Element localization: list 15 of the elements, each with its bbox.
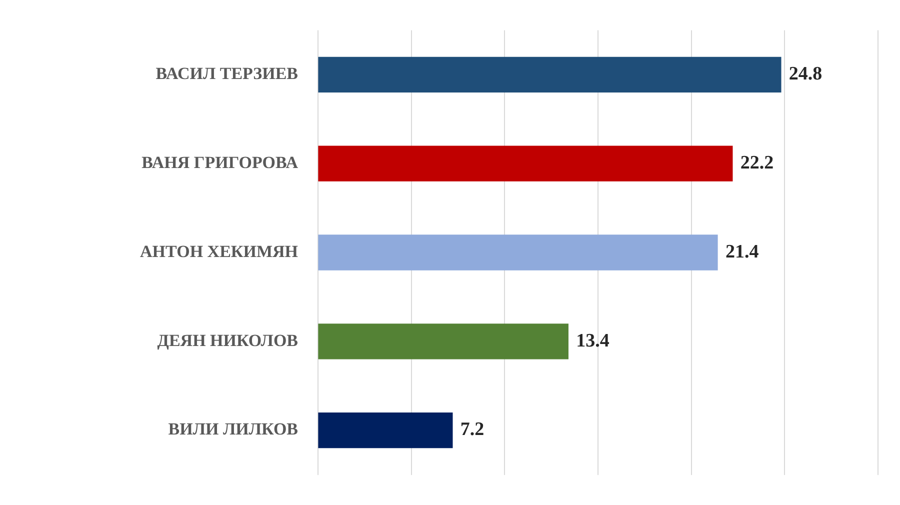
bar: [318, 324, 568, 360]
bar: [318, 146, 733, 182]
data-label: 7.2: [460, 419, 484, 440]
bar: [318, 56, 782, 92]
data-label: 24.8: [788, 64, 822, 85]
y-tick-label: ДЕЯН НИКОЛОВ: [157, 330, 298, 350]
data-label: 22.2: [740, 152, 774, 174]
y-tick-label: ВИЛИ ЛИЛКОВ: [168, 420, 298, 439]
bar: [318, 234, 718, 270]
bar: [318, 412, 453, 448]
y-tick-label: ВАНЯ ГРИГОРОВА: [142, 152, 299, 172]
data-label: 21.4: [725, 241, 760, 262]
y-tick-label: ВАСИЛ ТЕРЗИЕВ: [156, 64, 298, 84]
y-tick-label: АНТОН ХЕКИМЯН: [140, 242, 298, 261]
data-label: 13.4: [576, 330, 610, 352]
